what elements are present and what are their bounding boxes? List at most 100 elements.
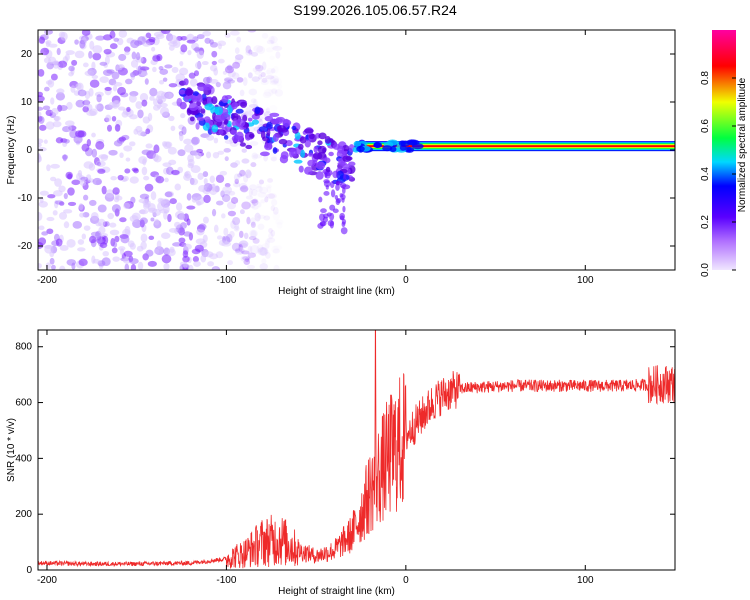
noise-blob [249,184,257,191]
noise-blob [46,216,55,222]
noise-blob [50,176,57,182]
noise-blob [150,191,157,201]
noise-blob [96,94,102,103]
noise-blob [165,141,173,148]
noise-blob [239,89,245,97]
signal-blob [332,170,339,179]
noise-blob [38,147,47,152]
noise-blob [147,112,153,122]
noise-blob [183,231,192,237]
noise-blob [272,65,279,74]
noise-blob [230,197,239,204]
noise-blob [245,45,252,54]
noise-blob [260,80,269,86]
noise-blob [275,51,281,59]
noise-blob [111,204,121,213]
noise-blob [222,70,228,75]
noise-blob [118,53,127,61]
signal-blob [322,147,327,154]
signal-blob [411,143,424,150]
signal-blob [399,144,407,151]
noise-blob [178,213,186,220]
signal-blob [184,88,194,96]
noise-blob [164,177,169,183]
noise-blob [203,194,211,204]
noise-blob [81,30,91,36]
noise-blob [238,230,244,239]
noise-blob [248,103,259,109]
noise-blob [268,89,279,95]
noise-blob [268,35,278,44]
noise-blob [118,136,127,142]
noise-blob [92,177,103,186]
signal-blob [289,148,294,158]
noise-blob [226,64,233,71]
noise-blob [137,109,144,119]
snr-ytick-label: 800 [15,342,32,353]
signal-blob [224,118,229,125]
noise-blob [91,61,96,71]
noise-blob [220,190,225,198]
noise-blob [45,121,55,130]
noise-blob [130,263,137,270]
noise-blob [229,30,240,36]
signal-blob [189,116,195,122]
noise-blob [65,50,75,56]
snr-ylabel: SNR (10 * v/v) [6,418,17,482]
signal-blob [235,108,244,114]
noise-blob [246,171,252,177]
noise-blob [197,172,204,180]
noise-blob [262,91,272,99]
noise-blob [113,37,120,42]
noise-blob [129,114,138,120]
snr-ytick-label: 600 [15,398,32,409]
noise-blob [271,88,278,94]
signal-blob [235,118,246,128]
noise-blob [140,71,149,77]
noise-blob [64,120,75,127]
noise-blob [219,170,228,176]
noise-blob [112,85,118,92]
noise-blob [178,237,186,244]
signal-blob [325,184,329,190]
noise-blob [63,209,73,214]
carrier-line [355,145,675,148]
noise-blob [246,216,251,225]
noise-blob [149,95,155,101]
noise-blob [226,201,237,210]
noise-blob [164,64,173,69]
noise-blob [234,54,244,61]
noise-blob [255,185,263,193]
noise-blob [50,73,58,81]
noise-blob [179,60,184,67]
signal-blob [386,139,399,146]
noise-blob [259,263,269,270]
noise-blob [241,201,251,210]
noise-blob [145,143,153,149]
noise-blob [66,101,73,110]
noise-blob [237,173,243,178]
noise-blob [75,130,85,138]
signal-blob [304,139,311,148]
noise-blob [251,204,259,210]
noise-blob [235,248,244,255]
signal-blob [291,125,297,131]
noise-blob [224,156,229,162]
noise-blob [217,150,225,155]
noise-blob [239,186,249,192]
noise-blob [38,200,48,208]
signal-blob [245,144,253,150]
noise-blob [89,235,97,244]
noise-blob [243,259,251,265]
signal-blob [335,183,340,191]
signal-blob [258,126,269,133]
noise-blob [144,183,154,192]
noise-blob [209,79,219,84]
noise-blob [96,161,102,166]
noise-blob [141,166,148,176]
noise-blob [152,55,161,62]
noise-blob [122,175,129,182]
noise-blob [261,61,267,71]
noise-blob [233,225,240,232]
noise-blob [223,227,229,237]
